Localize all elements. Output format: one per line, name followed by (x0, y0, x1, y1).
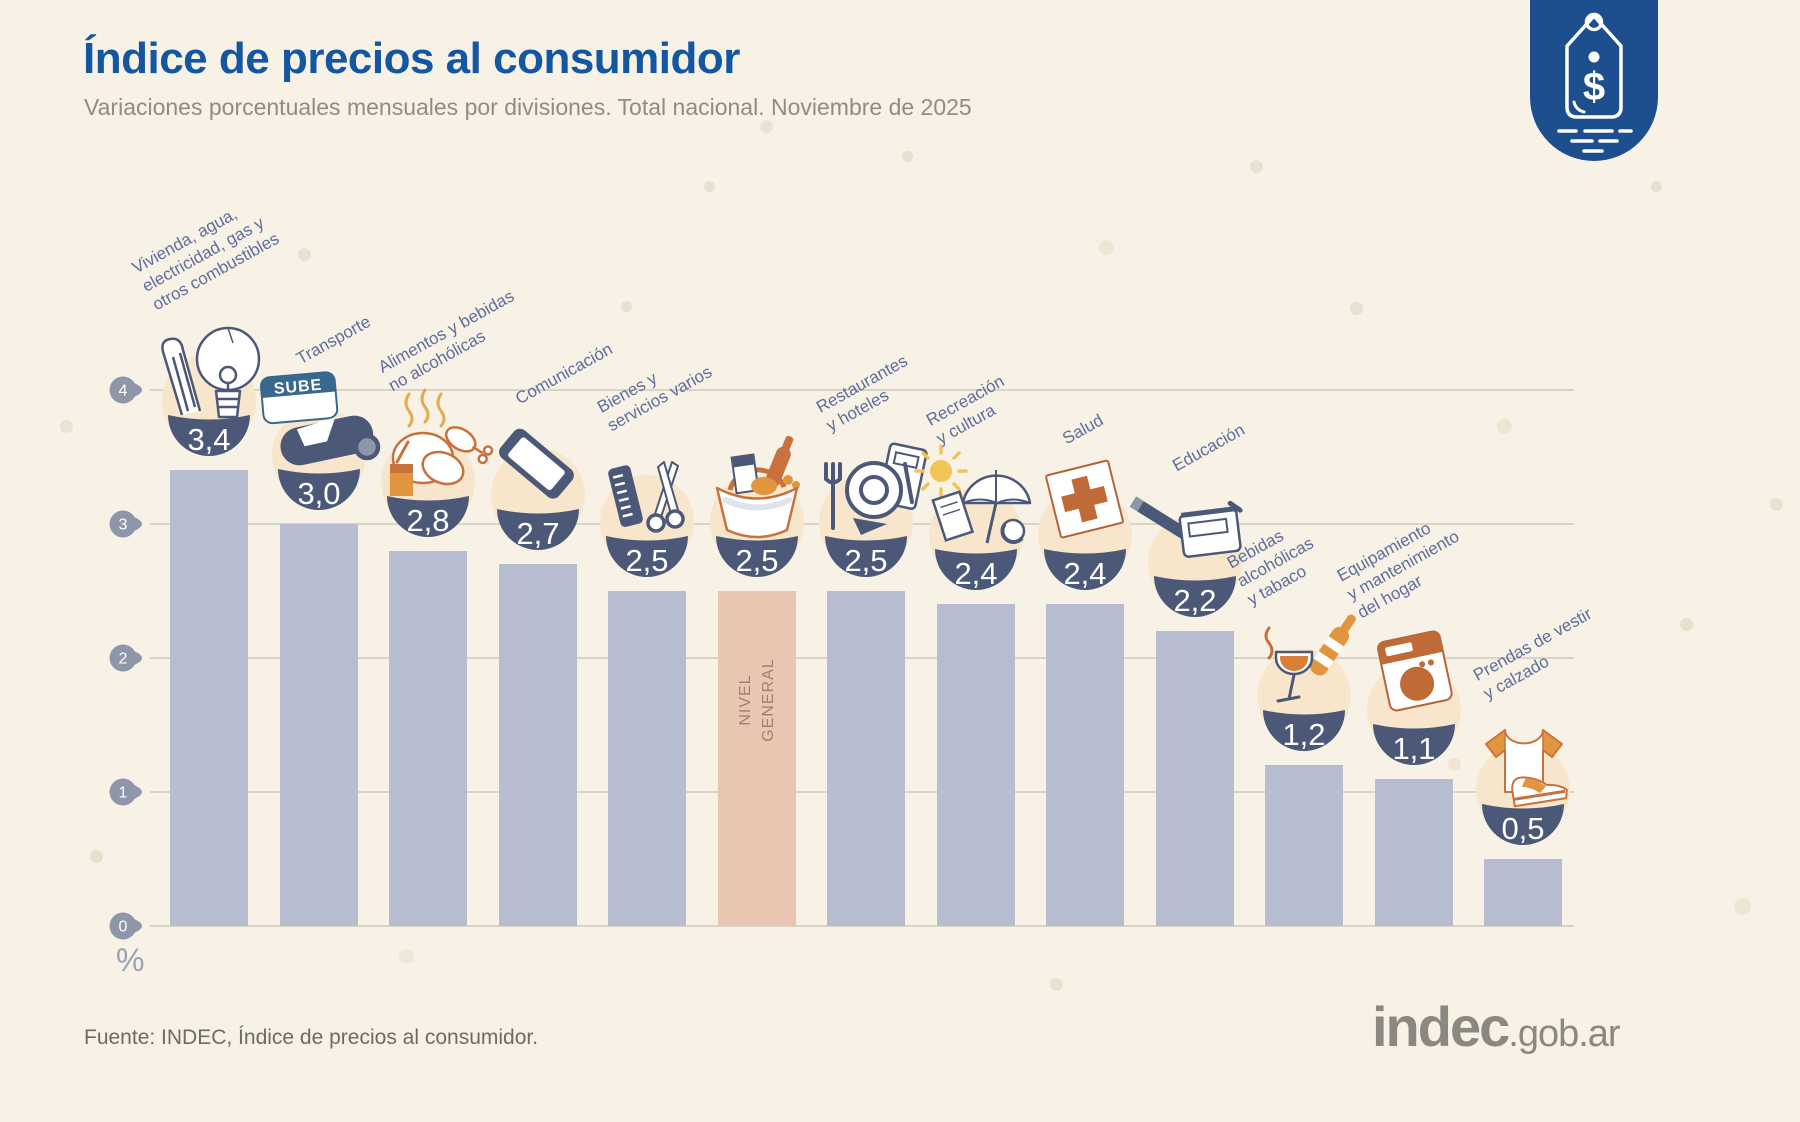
bar-value: 2,2 (1173, 583, 1216, 618)
y-axis-unit-label: % (116, 942, 145, 978)
value-bowl (1044, 549, 1126, 591)
value-bowl (606, 536, 688, 577)
nivel-general-inner-label: NIVEL GENERAL (736, 658, 777, 742)
y-axis-tick-2: 2 (108, 643, 154, 678)
y-axis-tick-0: 0 (108, 911, 154, 946)
y-axis-tick-4: 4 (108, 375, 154, 410)
bar (1265, 765, 1343, 926)
bar-icon-bowl-restaurant: 2,5 (781, 386, 951, 611)
bar-icon-bowl-alcohol: 1,2 (1219, 560, 1389, 785)
bar-icon-bowl-home: 1,1 (1329, 574, 1499, 799)
bar-value: 2,8 (406, 503, 449, 538)
gridline-4 (150, 389, 1574, 391)
goods-icon (608, 461, 685, 533)
bar-value: 3,0 (297, 476, 340, 511)
bar (279, 524, 358, 926)
svg-text:3: 3 (119, 517, 128, 534)
bar-value: 2,5 (625, 543, 668, 578)
clothing-icon (1484, 728, 1568, 808)
food-icon (390, 388, 494, 496)
bar-value: 1,2 (1282, 717, 1325, 752)
bar-value: 0,5 (1501, 811, 1544, 846)
svg-text:1: 1 (119, 785, 128, 802)
y-axis-tick-1: 1 (108, 777, 154, 812)
bar-icon-bowl-clothing: 0,5 (1438, 654, 1608, 879)
value-bowl (1372, 723, 1455, 765)
health-icon (1045, 460, 1124, 539)
value-bowl (1482, 804, 1564, 845)
bar-value: 2,4 (954, 556, 997, 591)
svg-text:0: 0 (119, 919, 128, 936)
bar-icon-bowl-recreation: 2,4 (891, 399, 1061, 624)
bar-icon-bowl-education: 2,2 (1110, 426, 1280, 651)
education-icon (1129, 496, 1243, 559)
bar-value: 2,5 (735, 543, 778, 578)
bar-value: 3,4 (187, 422, 230, 457)
bar (498, 564, 577, 926)
recreation-icon (913, 444, 1031, 545)
value-bowl (168, 415, 250, 457)
bar (1484, 859, 1562, 926)
communication-icon (498, 428, 574, 499)
bar (1046, 604, 1124, 926)
bar-icon-bowl-communication: 2,7 (453, 359, 623, 584)
svg-text:4: 4 (119, 383, 128, 400)
indec-logo: indec .gob.ar (1372, 994, 1621, 1059)
value-bowl (825, 536, 907, 577)
bar (608, 591, 686, 926)
bar (936, 604, 1015, 926)
page-title: Índice de precios al consumidor (83, 34, 740, 83)
basket-icon (715, 435, 800, 539)
bar-icon-bowl-food: 2,8 (343, 346, 513, 571)
bar (1155, 631, 1234, 926)
bar (170, 470, 248, 926)
page-subtitle: Variaciones porcentuales mensuales por d… (84, 94, 972, 120)
value-bowl (715, 536, 798, 577)
bar-icon-bowl-goods: 2,5 (562, 386, 732, 611)
bar-value: 2,5 (844, 543, 887, 578)
bar-icon-bowl-transport: SUBE 3,0 (234, 319, 404, 544)
source-note: Fuente: INDEC, Índice de precios al cons… (84, 1026, 539, 1049)
svg-text:2: 2 (119, 651, 128, 668)
svg-text:SUBE: SUBE (273, 377, 323, 398)
bar-value: 1,1 (1392, 731, 1435, 766)
price-tag-icon: $ (1557, 12, 1633, 153)
value-bowl (277, 469, 360, 510)
price-tag-badge: $ (1530, 0, 1658, 161)
home-icon (1376, 630, 1453, 712)
indec-logo-suffix: .gob.ar (1508, 1013, 1620, 1055)
bar-icon-bowl-health: 2,4 (1000, 399, 1170, 624)
value-bowl (1153, 576, 1236, 618)
restaurant-icon (824, 442, 928, 535)
transport-icon: SUBE (259, 371, 380, 466)
bar-nivel-general (717, 591, 796, 926)
value-bowl (387, 495, 469, 537)
bar-icon-bowl-basket: 2,5 (672, 386, 842, 611)
value-bowl (1263, 710, 1345, 752)
gridline-0 (150, 925, 1574, 927)
bar (1374, 778, 1453, 926)
background-texture (0, 0, 9, 9)
value-bowl (496, 509, 579, 551)
housing-icon (161, 327, 261, 419)
y-axis-tick-3: 3 (108, 509, 154, 544)
bar-value: 2,7 (516, 516, 559, 551)
bar (827, 591, 905, 926)
bar (389, 550, 467, 926)
value-bowl (934, 549, 1017, 591)
bar-value: 2,4 (1063, 556, 1106, 591)
dollar-sign: $ (1583, 65, 1605, 109)
bar-icon-bowl-housing: 3,4 (124, 265, 294, 490)
indec-logo-main: indec (1372, 995, 1510, 1058)
alcohol-icon (1264, 614, 1356, 703)
